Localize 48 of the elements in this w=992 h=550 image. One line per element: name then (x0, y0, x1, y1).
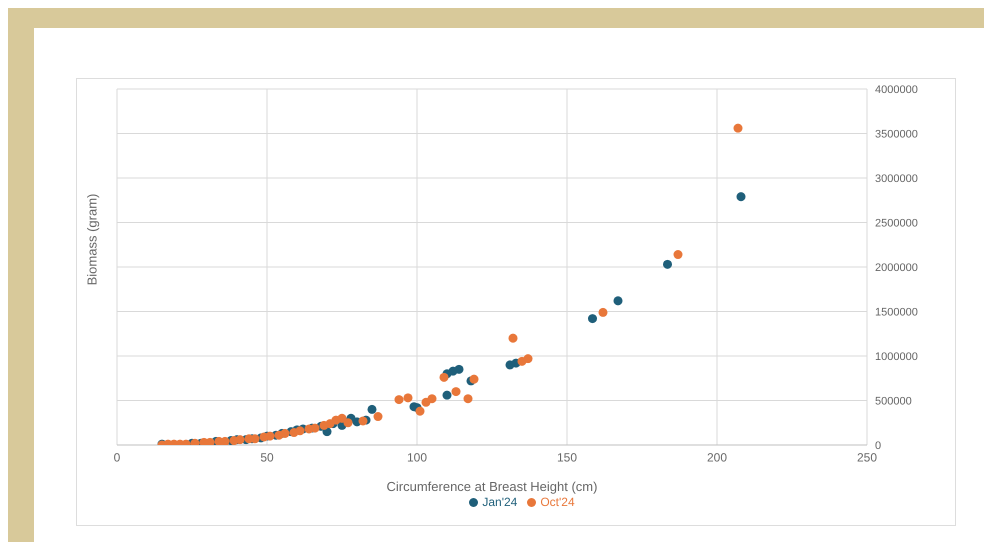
point (403, 393, 413, 402)
y-tick-label: 3000000 (875, 172, 918, 185)
x-tick-label: 250 (856, 450, 878, 465)
y-tick-label: 3500000 (875, 128, 918, 140)
point (523, 354, 533, 364)
point (451, 387, 461, 396)
y-axis-title: Biomass (gram) (84, 193, 100, 285)
point (394, 395, 404, 404)
x-tick-label: 200 (706, 450, 728, 465)
y-tick-label: 1500000 (875, 306, 918, 318)
point (367, 404, 377, 414)
point (343, 418, 353, 428)
x-tick-label: 0 (114, 450, 121, 465)
point (427, 394, 437, 404)
point (469, 374, 479, 384)
point (736, 192, 746, 202)
point (598, 308, 608, 317)
y-tick-label: 0 (875, 440, 882, 452)
y-tick-label: 500000 (875, 395, 912, 408)
point (280, 428, 290, 438)
legend-label: Jan'24 (482, 495, 518, 509)
x-axis-title: Circumference at Breast Height (cm) (386, 479, 598, 494)
y-tick-label: 2500000 (875, 217, 918, 230)
y-tick-label: 2000000 (875, 262, 918, 274)
y-tick-label: 1000000 (875, 350, 918, 363)
y-tick-label: 4000000 (875, 84, 918, 96)
point (295, 426, 305, 436)
point (373, 412, 383, 422)
point (415, 406, 425, 416)
legend-label: Oct'24 (540, 495, 575, 509)
x-tick-label: 100 (406, 450, 428, 465)
point (733, 124, 743, 133)
point (235, 435, 245, 444)
point (613, 296, 623, 306)
point (310, 424, 320, 433)
point (439, 372, 449, 382)
point (508, 334, 518, 343)
x-tick-label: 50 (260, 450, 274, 465)
point (442, 390, 452, 400)
point (358, 416, 368, 426)
point (454, 364, 464, 374)
point (673, 250, 683, 260)
point (265, 432, 275, 441)
point (662, 260, 672, 269)
point (463, 394, 473, 404)
point (337, 414, 347, 423)
x-tick-label: 150 (556, 450, 578, 465)
point (588, 314, 598, 324)
